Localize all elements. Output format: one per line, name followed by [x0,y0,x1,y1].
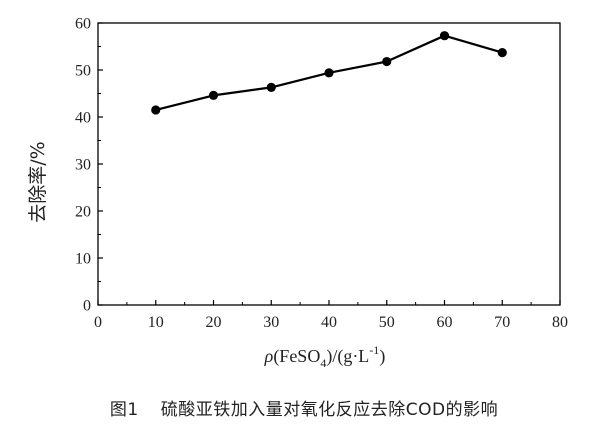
x-tick-label: 10 [148,314,164,331]
x-axis-label-sub: 4 [320,356,326,370]
chart: 0 10 20 30 40 50 60 0 10 20 30 40 50 60 70 80 去除率/% ρ(… [27,16,568,371]
x-tick-label: 0 [94,314,102,331]
data-point [497,48,507,58]
x-ticks: 0 10 20 30 40 50 60 70 80 [94,300,568,331]
x-axis-label-sup: -1 [369,343,379,357]
x-tick-label: 80 [552,314,568,331]
data-point [439,31,450,41]
data-point [208,90,219,100]
data-point [266,82,276,92]
axes [97,22,561,306]
y-tick-label: 10 [75,251,91,268]
x-tick-label: 30 [263,314,279,331]
x-axis-label-end: ) [379,346,385,367]
x-tick-label: 20 [206,314,222,331]
figure-caption: 图1 硫酸亚铁加入量对氧化反应去除COD的影响 [0,395,608,420]
x-tick-label: 70 [494,314,510,331]
y-tick-label: 30 [75,157,91,174]
plot-frame [97,22,561,306]
y-tick-label: 0 [83,298,91,315]
x-tick-label: 60 [437,314,453,331]
data-point [382,56,392,67]
x-axis-label-main: (FeSO [273,346,320,367]
y-tick-label: 60 [75,16,91,33]
y-tick-label: 20 [75,204,91,221]
figure-number: 图1 [109,400,139,420]
x-axis-label: ρ(FeSO4)/(g·L-1) [264,343,386,370]
data-point [151,105,161,115]
y-ticks: 0 10 20 30 40 50 60 [75,16,103,315]
y-tick-label: 40 [75,110,91,127]
x-axis-label-rho: ρ [264,346,274,366]
y-axis-label: 去除率/% [27,141,49,222]
series [151,31,507,115]
y-tick-label: 50 [75,63,91,80]
figure-caption-text: 硫酸亚铁加入量对氧化反应去除COD的影响 [160,400,499,420]
x-tick-label: 40 [321,314,337,331]
x-tick-label: 50 [379,314,395,331]
data-point [324,68,334,78]
x-axis-label-mid: )/(g·L [326,346,369,367]
